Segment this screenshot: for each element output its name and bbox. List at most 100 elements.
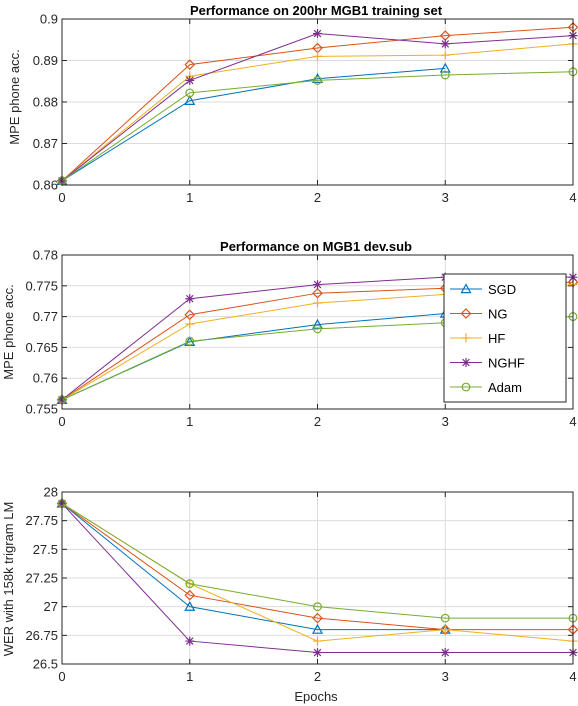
data-point-adam [313,324,322,334]
data-point-nghf [185,636,195,646]
data-point-sgd [439,62,451,73]
x-tick-label: 2 [314,414,321,429]
legend-marker [461,382,471,392]
y-tick-label: 0.86 [33,178,58,193]
data-point-adam [185,336,195,346]
data-point-hf [440,625,450,635]
series-line-adam [61,503,573,619]
data-point-hf [313,51,322,61]
legend-label: NGHF [488,356,525,371]
data-point-nghf [185,75,195,85]
data-point-nghf [440,39,450,49]
data-point-sgd [184,600,196,611]
series-line-adam [61,71,574,182]
x-tick-label: 3 [442,190,449,205]
subplot-wer: WER with 158k trigram LM Epochs 26.5 26.7… [1,485,578,704]
y-tick-label: 28 [44,485,58,500]
data-point-sgd [311,623,324,634]
data-point-nghf [313,29,322,39]
y-tick-label: 0.78 [33,248,58,263]
y-axis-label: MPE phone acc. [1,284,16,379]
data-point-ng [312,612,323,624]
data-point-sgd [311,318,324,329]
data-point-adam [313,75,322,85]
y-tick-label: 0.87 [33,136,58,151]
data-point-adam [440,613,450,623]
x-tick-label: 0 [58,669,65,684]
x-tick-label: 0 [58,414,65,429]
legend-marker [461,358,471,367]
legend-entry-hf: HF [450,331,505,346]
data-point-nghf [185,294,195,304]
y-tick-label: 27.5 [33,542,58,557]
data-point-nghf [313,280,322,290]
y-tick-label: 0.9 [40,12,58,27]
data-point-sgd [184,95,196,105]
data-point-hf [313,298,322,308]
data-point-nghf [440,648,450,658]
plot-area: 26.5 26.75 27 27.25 27.5 27.75 28 0 1 2 3 4 [25,485,578,684]
y-axis-label: WER with 158k trigram LM [1,502,16,657]
series-line-ng [61,26,574,182]
legend-entry-ng: NG [450,307,508,322]
legend-label: SGD [488,282,516,297]
chart-title: Performance on MGB1 dev.sub [220,239,412,254]
x-tick-label: 1 [186,190,193,205]
y-tick-label: 26.75 [25,628,58,643]
y-tick-label: 0.755 [25,402,58,417]
y-tick-label: 0.765 [25,340,58,355]
series-line-sgd [61,503,446,631]
data-point-hf [185,319,195,329]
legend-marker [461,333,471,343]
x-axis-label: Epochs [294,689,338,704]
axes-box [61,491,574,665]
data-point-hf [440,50,450,60]
y-tick-label: 27 [44,599,58,614]
data-point-ng [184,59,196,70]
x-tick-label: 3 [442,669,449,684]
legend-label: NG [488,307,508,322]
x-tick-label: 1 [186,669,193,684]
x-tick-label: 2 [314,190,321,205]
plot-area: 0.86 0.87 0.88 0.89 0.9 0 1 2 3 4 [33,12,578,205]
data-point-adam [185,88,195,98]
legend-label: HF [488,331,505,346]
y-tick-label: 0.76 [33,371,58,386]
y-axis-label: MPE phone acc. [7,49,22,144]
legend-label: Adam [488,380,522,395]
data-point-hf [313,636,322,646]
y-tick-label: 0.88 [33,95,58,110]
y-tick-label: 27.25 [25,571,58,586]
data-point-nghf [313,648,322,658]
x-tick-label: 0 [58,190,65,205]
data-point-ng [184,309,196,321]
data-point-ng [184,589,196,601]
y-tick-label: 0.775 [25,278,58,293]
y-tick-label: 0.77 [33,309,58,324]
subplot-train: Performance on 200hr MGB1 training set M… [7,3,578,205]
x-tick-label: 4 [569,414,576,429]
y-tick-label: 26.5 [33,657,58,672]
data-point-ng [312,287,323,299]
data-point-adam [313,602,322,612]
x-tick-label: 3 [442,414,449,429]
chart-title: Performance on 200hr MGB1 training set [190,3,443,18]
y-tick-label: 0.89 [33,53,58,68]
data-point-sgd [311,73,324,83]
x-tick-label: 4 [569,669,576,684]
legend-marker [460,283,472,294]
x-tick-label: 1 [186,414,193,429]
axes-box [61,18,574,186]
data-point-adam [185,579,195,589]
data-point-adam [440,70,450,80]
y-tick-label: 27.75 [25,513,58,528]
series-line-sgd [61,67,446,182]
legend-marker [460,308,472,319]
legend-entry-sgd: SGD [450,282,516,297]
axes-box [61,254,574,410]
x-tick-label: 2 [314,669,321,684]
series-line-ng [61,503,573,631]
